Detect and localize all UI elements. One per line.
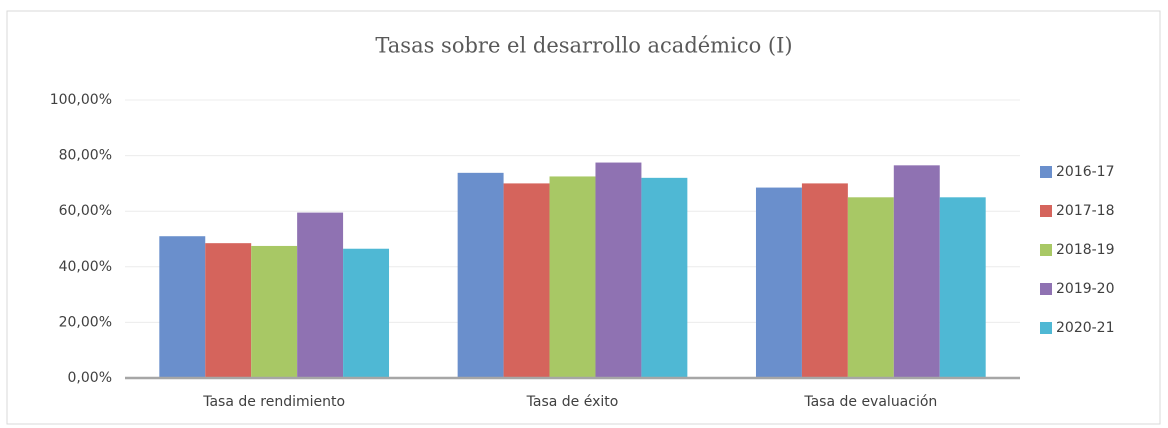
bar: [205, 243, 252, 378]
bar: [297, 212, 344, 378]
bar: [755, 187, 802, 378]
legend-label: 2020-21: [1056, 320, 1115, 336]
y-tick-label: 60,00%: [59, 203, 112, 219]
bar: [847, 197, 894, 378]
legend-label: 2018-19: [1056, 242, 1115, 258]
y-tick-label: 0,00%: [68, 370, 112, 386]
x-tick-label: Tasa de evaluación: [803, 394, 937, 410]
legend-swatch: [1040, 283, 1052, 295]
bar: [251, 245, 298, 378]
y-tick-label: 40,00%: [59, 259, 112, 275]
legend-swatch: [1040, 322, 1052, 334]
bar: [343, 248, 390, 378]
bar: [549, 176, 596, 378]
bar: [939, 197, 986, 378]
x-tick-label: Tasa de éxito: [526, 394, 619, 410]
bar: [801, 183, 848, 378]
legend-swatch: [1040, 166, 1052, 178]
legend-label: 2017-18: [1056, 203, 1115, 219]
bar: [893, 165, 940, 378]
legend-label: 2019-20: [1056, 281, 1115, 297]
bar: [457, 172, 504, 378]
bar: [641, 177, 688, 378]
bar: [159, 236, 206, 378]
x-tick-label: Tasa de rendimiento: [202, 394, 345, 410]
bar: [503, 183, 550, 378]
bar: [595, 162, 642, 378]
legend-swatch: [1040, 205, 1052, 217]
legend-swatch: [1040, 244, 1052, 256]
y-tick-label: 20,00%: [59, 314, 112, 330]
y-tick-label: 100,00%: [50, 92, 112, 108]
chart-title: Tasas sobre el desarrollo académico (I): [375, 34, 792, 58]
legend-label: 2016-17: [1056, 164, 1115, 180]
y-tick-label: 80,00%: [59, 148, 112, 164]
